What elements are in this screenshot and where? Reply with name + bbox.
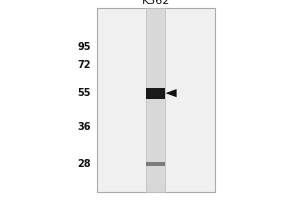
Text: K562: K562 — [142, 0, 170, 6]
Text: 55: 55 — [78, 88, 91, 98]
Text: 72: 72 — [78, 60, 91, 70]
Bar — [146, 8, 165, 192]
Text: 36: 36 — [78, 122, 91, 132]
Bar — [146, 162, 165, 166]
Text: 95: 95 — [78, 42, 91, 52]
Text: 28: 28 — [78, 159, 91, 169]
Bar — [146, 88, 165, 99]
Polygon shape — [165, 89, 177, 97]
Bar — [97, 8, 215, 192]
